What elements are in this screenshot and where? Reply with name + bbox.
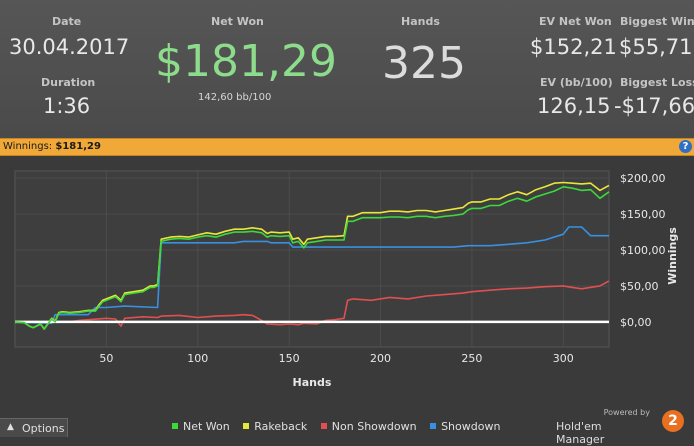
y-tick-label: $100,00 — [620, 244, 666, 257]
duration-value: 1:36 — [43, 94, 91, 118]
ev-net-won-value: $152,21 — [530, 35, 617, 59]
help-icon[interactable]: ? — [679, 140, 692, 153]
legend-swatch — [172, 423, 178, 429]
date-label: Date — [52, 15, 82, 28]
net-won-label: Net Won — [211, 15, 264, 28]
ev-bb-label: EV (bb/100) — [540, 76, 613, 89]
legend-swatch — [430, 423, 437, 429]
x-tick-label: 200 — [370, 352, 391, 365]
legend-label: Net Won — [183, 420, 230, 433]
ev-net-won-label: EV Net Won — [539, 15, 612, 28]
legend-label: Non Showdown — [331, 420, 417, 433]
series-lines — [14, 181, 610, 330]
ev-bb-value: 126,15 — [537, 94, 611, 118]
net-won-value: $181,29 — [155, 36, 337, 87]
winnings-chart: 50 100 150 200 250 300 $200,00$150,00$100,00$… — [14, 170, 679, 389]
y-tick-label: $200,00 — [620, 172, 666, 185]
legend-swatch — [243, 423, 250, 429]
biggest-loss-value: -$17,66 — [614, 94, 694, 118]
x-axis-label: Hands — [293, 376, 332, 389]
brand-name: Hold'em Manager — [556, 420, 605, 446]
hands-value: 325 — [382, 38, 466, 89]
duration-label: Duration — [41, 76, 96, 89]
winnings-chart-area: 50 100 150 200 250 300 $200,00 $150,00 $100,00 $… — [0, 156, 694, 416]
options-label: Options — [22, 422, 65, 435]
series-line-net-won — [14, 186, 610, 330]
legend-item-net-won[interactable]: Net Won — [172, 420, 230, 433]
biggest-loss-label: Biggest Loss — [620, 76, 694, 89]
hands-label: Hands — [401, 15, 440, 28]
series-line-showdown — [14, 226, 609, 325]
biggest-win-label: Biggest Win — [620, 15, 694, 28]
date-value: 30.04.2017 — [9, 35, 130, 59]
session-summary: Date 30.04.2017 Duration 1:36 Net Won $1… — [0, 0, 694, 138]
y-axis-label: Winnings — [666, 227, 679, 285]
x-tick-label: 150 — [279, 352, 300, 365]
legend-label: Showdown — [441, 420, 501, 433]
legend-item-rakeback[interactable]: Rakeback — [243, 420, 307, 433]
x-tick-label: 300 — [553, 352, 574, 365]
winnings-value: $181,29 — [55, 141, 101, 152]
chevron-up-icon: ▲ — [7, 422, 14, 432]
y-tick-label: $0,00 — [620, 316, 652, 329]
brand-logo: Powered by Hold'em Manager 2 — [556, 406, 686, 446]
legend-swatch — [320, 423, 327, 429]
bb-per-100-value: 142,60 bb/100 — [198, 92, 272, 103]
y-tick-label: $50,00 — [620, 280, 659, 293]
chart-legend: Net Won Rakeback Non Showdown Showdown — [172, 420, 510, 434]
winnings-bar: Winnings: $181,29 ? — [0, 138, 694, 156]
brand-badge-icon: 2 — [662, 410, 684, 432]
x-tick-label: 50 — [99, 352, 113, 365]
x-ticks: 50 100 150 200 250 300 — [99, 352, 573, 365]
legend-item-showdown[interactable]: Showdown — [430, 420, 500, 433]
winnings-label: Winnings: — [3, 141, 53, 152]
plot-background — [14, 170, 610, 348]
legend-item-non-showdown[interactable]: Non Showdown — [320, 420, 417, 433]
powered-by-text: Powered by — [603, 408, 650, 417]
legend-label: Rakeback — [254, 420, 308, 433]
series-line-non-showdown — [15, 280, 610, 327]
x-tick-label: 100 — [187, 352, 208, 365]
y-ticks: $200,00 $150,00 $100,00 $50,00 $0,00 — [620, 172, 666, 329]
y-tick-label: $150,00 — [620, 208, 666, 221]
x-tick-label: 250 — [461, 352, 482, 365]
biggest-win-value: $55,71 — [619, 35, 693, 59]
winnings-bar-text: Winnings: $181,29 — [3, 141, 101, 152]
options-button[interactable]: ▲ Options — [0, 418, 68, 437]
